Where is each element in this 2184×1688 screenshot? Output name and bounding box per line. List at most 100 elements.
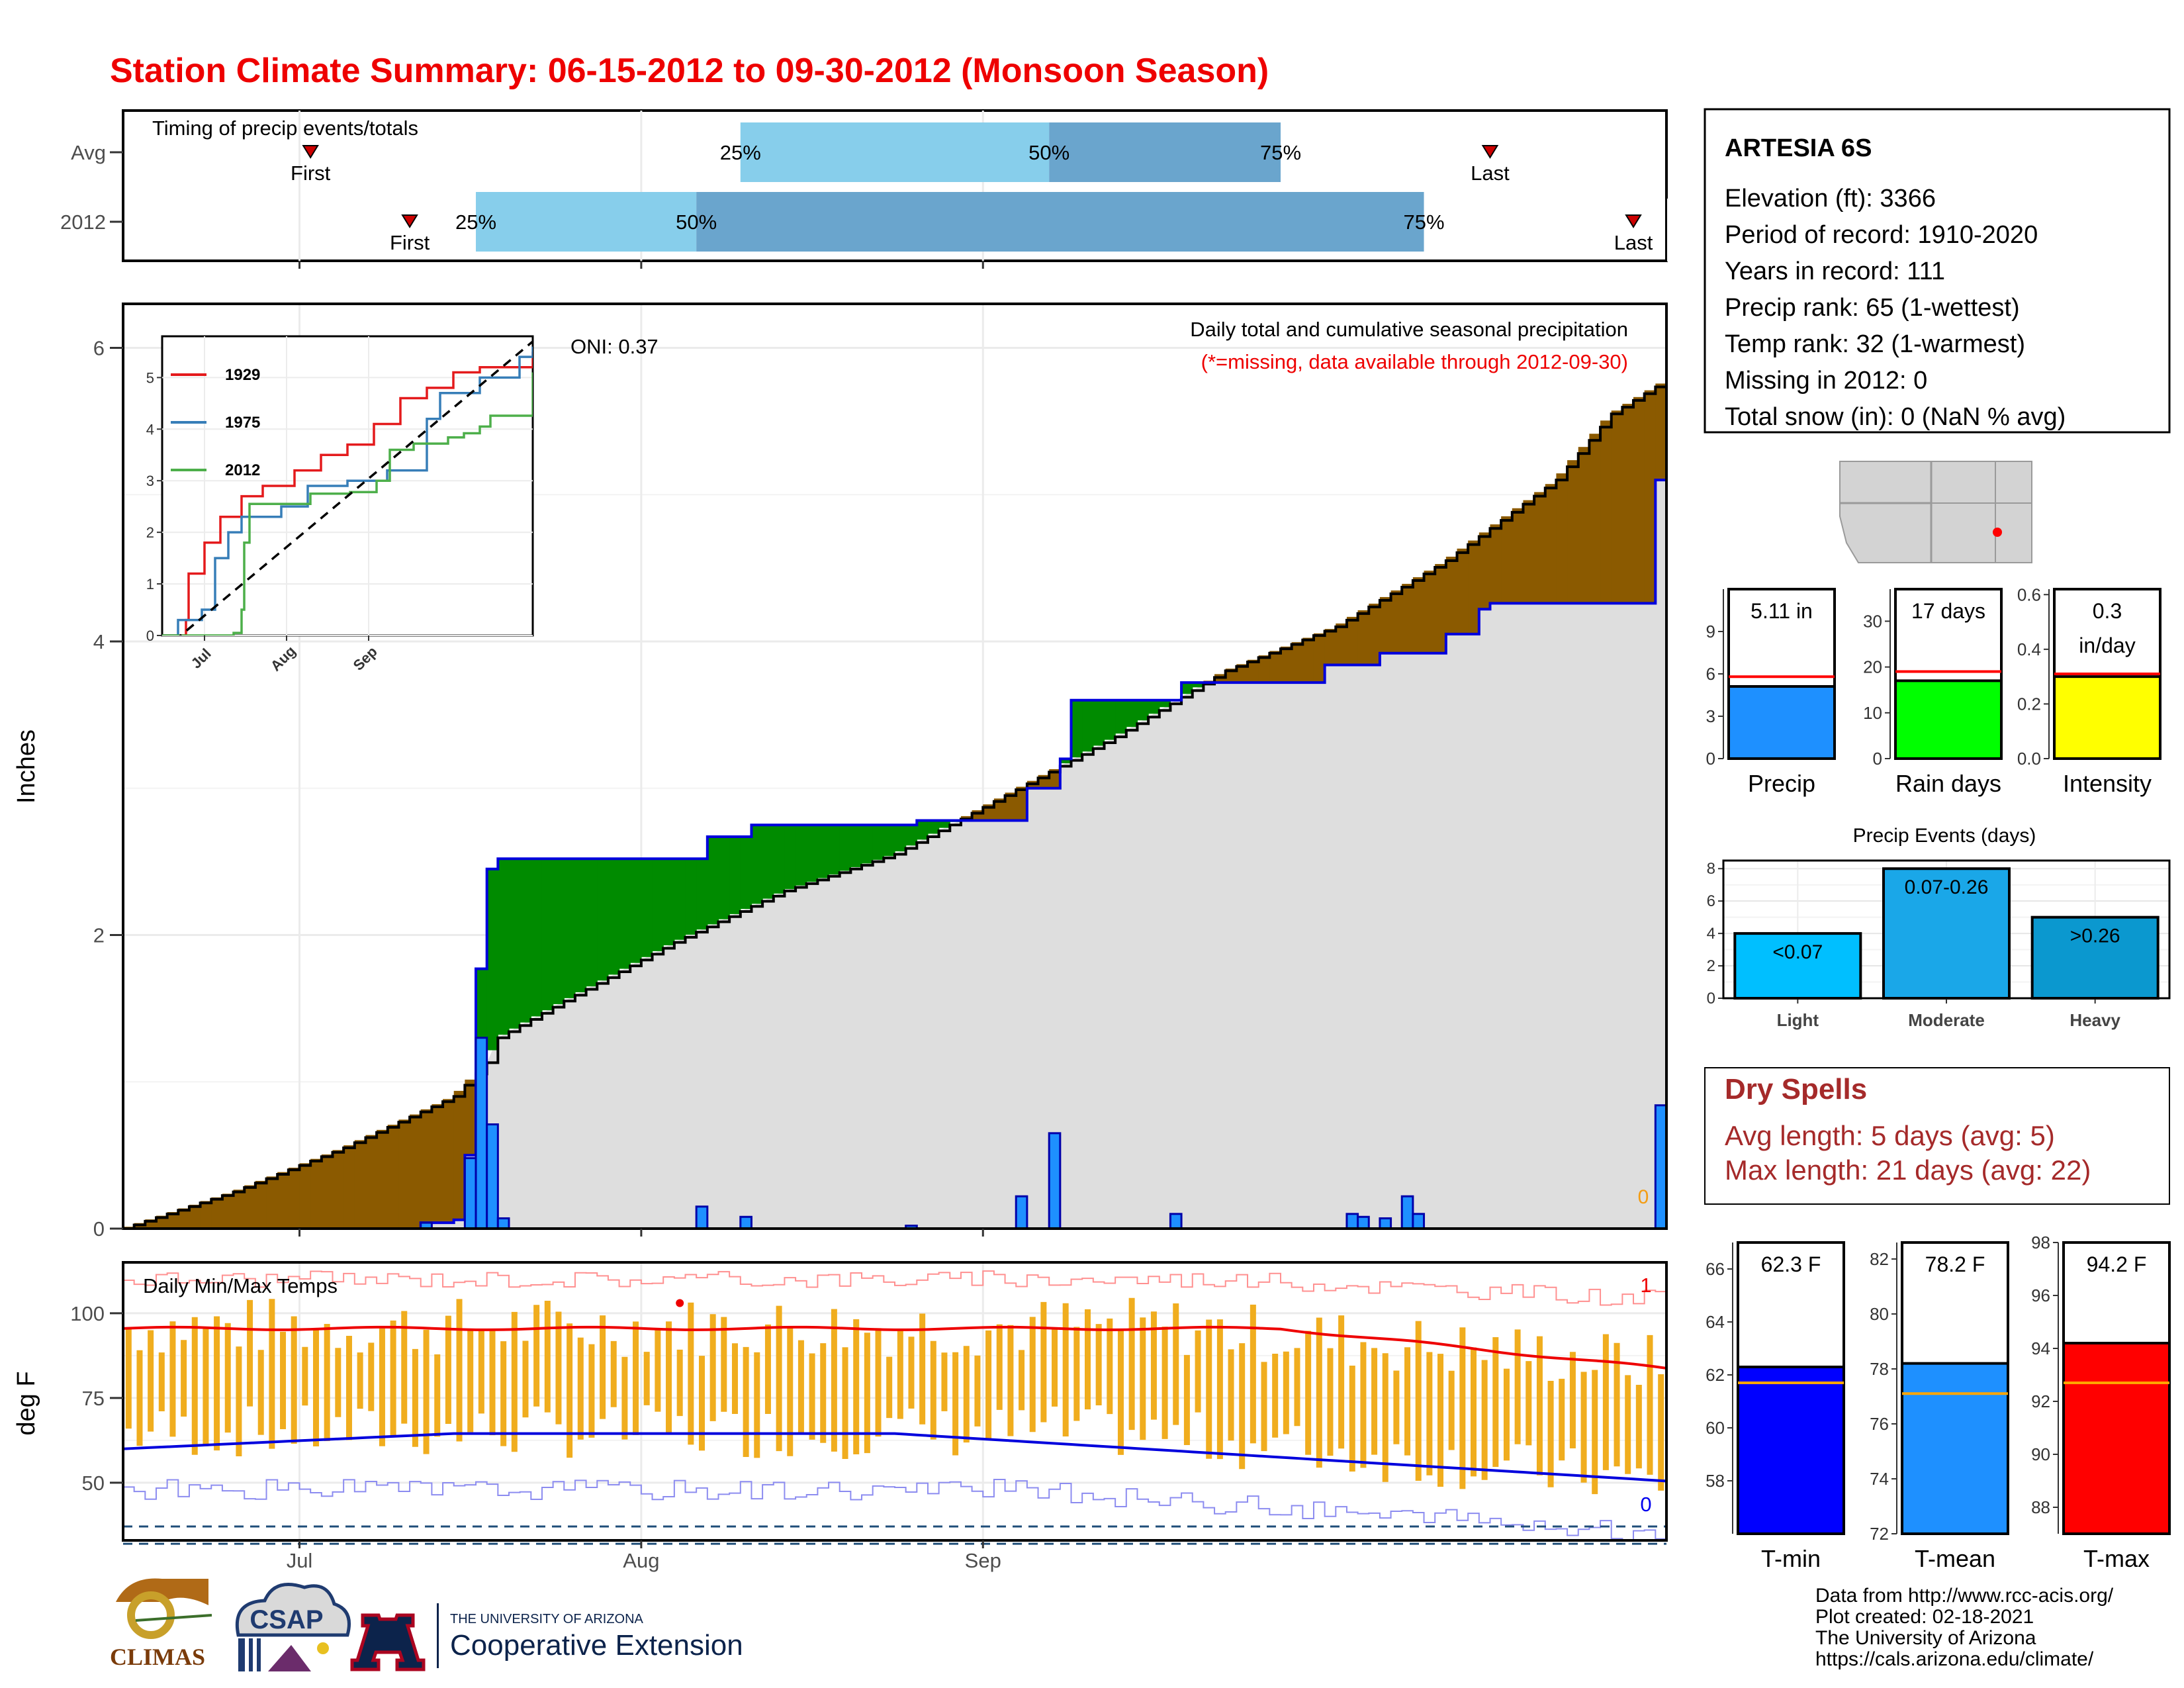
uofa-logo[interactable]: THE UNIVERSITY OF ARIZONA Cooperative Ex… [350, 1603, 743, 1671]
y-tick-label: 6 [93, 337, 105, 360]
above-average-area [895, 825, 907, 852]
small-y-tick-label: 9 [1706, 622, 1715, 641]
credit-line: The University of Arizona [1815, 1627, 2036, 1649]
below-average-area [1291, 642, 1303, 683]
above-average-area [718, 836, 730, 919]
events-y-tick-label: 4 [1707, 925, 1715, 943]
csap-logo-text: CSAP [250, 1605, 323, 1634]
inset-y-tick-label: 2 [146, 524, 154, 541]
inset-series-line-1975 [162, 346, 533, 635]
above-average-area [762, 825, 774, 899]
csap-cloud-icon [235, 1583, 351, 1637]
below-average-area [189, 1204, 201, 1229]
daily-precip-bar [496, 1217, 510, 1230]
small-y-tick-label: 10 [1863, 703, 1882, 723]
first-marker-icon [302, 145, 319, 159]
below-average-area [398, 1119, 410, 1229]
above-average-area [817, 825, 829, 878]
csap-bar [257, 1638, 261, 1671]
small-y-tick-label: 0.6 [2017, 585, 2041, 604]
below-average-area [1049, 769, 1061, 788]
summary-bar-value-label: in/day [2079, 633, 2135, 657]
csap-sun [317, 1642, 329, 1654]
below-average-area [1269, 651, 1281, 683]
events-title: Precip Events (days) [1853, 825, 2036, 847]
summary-bar-value-label: 62.3 F [1761, 1252, 1821, 1276]
last-marker-icon [1481, 145, 1499, 159]
above-average-area [884, 825, 895, 857]
daily-precip-bar [695, 1205, 709, 1230]
below-average-area [1457, 548, 1469, 634]
daily-precip-bar [1048, 1132, 1062, 1230]
below-average-area [420, 1109, 432, 1223]
above-average-area [796, 825, 807, 886]
below-average-area [244, 1185, 256, 1229]
timing-p25-label: 25% [720, 141, 761, 164]
above-average-area [850, 825, 862, 867]
uofa-logo-bottom: Cooperative Extension [450, 1629, 743, 1662]
temp-plot-bg [123, 1262, 1666, 1540]
station-name: ARTESIA 6S [1725, 134, 1872, 162]
credit-line: https://cals.arizona.edu/climate/ [1815, 1648, 2094, 1670]
record-high-count: 1 [1640, 1274, 1651, 1297]
daily-precip-bar [1015, 1195, 1028, 1230]
temp-y-tick-label: 75 [82, 1387, 105, 1410]
below-average-area [1468, 540, 1480, 634]
below-average-area [255, 1180, 267, 1229]
small-y-tick-label: 88 [2031, 1497, 2050, 1517]
below-average-area [1611, 410, 1623, 604]
inset-y-tick-label: 5 [146, 369, 154, 386]
above-average-area [531, 859, 543, 1017]
precip-y-axis: 0 2 4 6 [93, 261, 984, 1241]
small-y-tick-label: 94 [2031, 1338, 2050, 1358]
above-average-area [784, 825, 796, 890]
below-average-area [1412, 577, 1425, 653]
station-period: Period of record: 1910-2020 [1725, 221, 2038, 249]
below-average-area [365, 1135, 377, 1229]
summary-category-label: Rain days [1895, 770, 2001, 797]
events-y-tick-label: 2 [1707, 957, 1715, 975]
events-frame [1722, 859, 2171, 1000]
small-y-tick-label: 6 [1706, 664, 1715, 684]
below-average-area [1258, 655, 1270, 683]
below-average-area [1523, 500, 1535, 604]
inset-lines [162, 340, 533, 635]
precip-events-chart: Precip Events (days) 0 2 4 6 8 <0.07 Light 0.07… [1707, 825, 2171, 1030]
above-average-area [1060, 759, 1072, 764]
summary-bar-value-label: 17 days [1911, 599, 1985, 623]
average-max-temp-line [122, 1325, 1667, 1370]
below-average-area [222, 1194, 234, 1229]
below-average-area [432, 1104, 443, 1223]
temp-y-tick-label: 50 [82, 1472, 105, 1495]
inset-y-tick-label: 1 [146, 576, 154, 592]
summary-category-label: Precip [1748, 770, 1815, 797]
below-average-area [233, 1190, 245, 1229]
inset-legend-label: 2012 [225, 461, 260, 479]
csap-mountain [268, 1645, 311, 1671]
average-min-temp-line [122, 1432, 1667, 1483]
csap-logo[interactable]: CSAP [235, 1583, 351, 1672]
below-average-area [167, 1212, 179, 1229]
precip-frame [122, 303, 1668, 1230]
summary-bar [2053, 675, 2161, 760]
temp-series [122, 1270, 1667, 1545]
climas-logo-ring [127, 1591, 175, 1639]
below-average-area [1016, 786, 1028, 821]
below-average-area [321, 1154, 334, 1229]
above-average-area [1126, 700, 1138, 727]
daily-precip-bar [1169, 1213, 1183, 1230]
station-elevation: Elevation (ft): 3366 [1725, 185, 1936, 212]
above-average-area [707, 836, 719, 925]
above-average-area [872, 825, 884, 860]
below-average-area [178, 1208, 190, 1229]
timing-row-label: Avg [71, 141, 106, 164]
station-info-box: ARTESIA 6S Elevation (ft): 3366 Period o… [1704, 108, 2171, 434]
climas-logo[interactable]: CLIMAS [110, 1578, 212, 1670]
last-marker-icon [1625, 214, 1642, 228]
small-y-tick-label: 66 [1706, 1259, 1725, 1279]
small-y-tick-label: 78 [1870, 1359, 1889, 1379]
temp-frame [122, 1261, 1668, 1542]
timing-clip-cover [1667, 199, 1694, 261]
station-missing: Missing in 2012: 0 [1725, 367, 1927, 395]
station-precip-rank: Precip rank: 65 (1-wettest) [1725, 294, 2020, 322]
